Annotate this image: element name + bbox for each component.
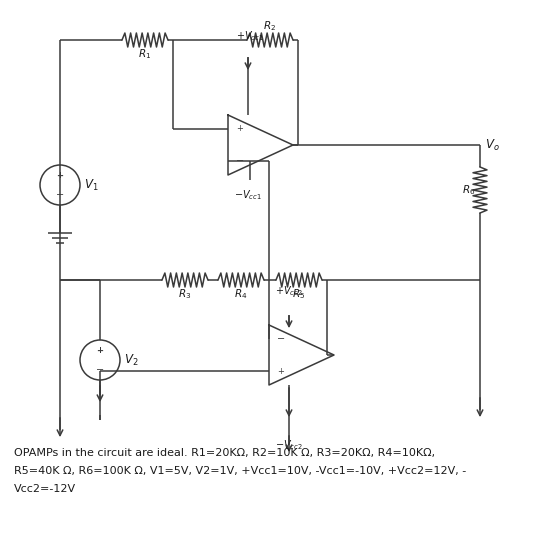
Text: $V_o$: $V_o$ — [485, 138, 500, 152]
Text: $R_5$: $R_5$ — [293, 287, 306, 301]
Text: Vcc2=-12V: Vcc2=-12V — [14, 484, 76, 494]
Text: +: + — [277, 367, 284, 376]
Text: $-V_{cc1}$: $-V_{cc1}$ — [234, 188, 262, 202]
Text: −: − — [236, 156, 244, 166]
Text: $V_1$: $V_1$ — [84, 177, 98, 193]
Text: R5=40K Ω, R6=100K Ω, V1=5V, V2=1V, +Vcc1=10V, -Vcc1=-10V, +Vcc2=12V, -: R5=40K Ω, R6=100K Ω, V1=5V, V2=1V, +Vcc1… — [14, 466, 466, 476]
Text: $-V_{cc2}$: $-V_{cc2}$ — [275, 438, 303, 452]
Text: $R_3$: $R_3$ — [178, 287, 191, 301]
Text: $R_1$: $R_1$ — [138, 47, 152, 61]
Text: $R_2$: $R_2$ — [263, 19, 276, 33]
Text: $V_2$: $V_2$ — [124, 353, 139, 367]
Text: +: + — [96, 346, 103, 355]
Text: $R_6$: $R_6$ — [462, 183, 475, 197]
Text: +: + — [236, 124, 243, 133]
Text: $+V_{cc2}$: $+V_{cc2}$ — [275, 284, 303, 298]
Text: OPAMPs in the circuit are ideal. R1=20KΩ, R2=10K Ω, R3=20KΩ, R4=10KΩ,: OPAMPs in the circuit are ideal. R1=20KΩ… — [14, 448, 435, 458]
Text: $+V_{cc1}$: $+V_{cc1}$ — [236, 29, 264, 43]
Text: −: − — [277, 334, 285, 344]
Text: −: − — [56, 190, 64, 200]
Text: +: + — [57, 171, 64, 180]
Text: −: − — [96, 365, 104, 375]
Text: $R_4$: $R_4$ — [234, 287, 248, 301]
